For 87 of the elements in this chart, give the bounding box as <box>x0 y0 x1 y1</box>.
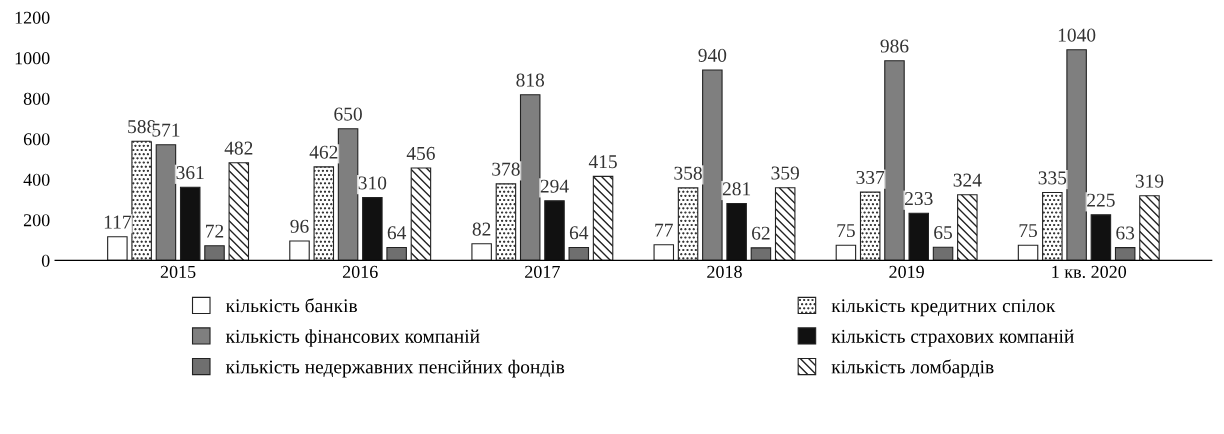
bar <box>179 186 201 261</box>
bar <box>131 140 152 261</box>
data-label: 117 <box>104 215 132 229</box>
x-tick-label: 2015 <box>160 265 196 278</box>
x-tick-label: 2017 <box>525 265 560 278</box>
bar <box>957 194 978 261</box>
bar <box>155 144 177 261</box>
data-label: 456 <box>406 146 435 160</box>
bar <box>726 202 747 261</box>
data-label: 96 <box>290 219 309 233</box>
data-label: 1040 <box>1058 28 1096 42</box>
data-label: 818 <box>516 73 545 87</box>
data-label: 294 <box>540 179 569 193</box>
x-tick-label: 2019 <box>889 265 924 278</box>
bar <box>337 128 359 261</box>
data-label: 64 <box>387 226 407 240</box>
y-tick-label: 0 <box>41 254 50 267</box>
y-tick-label: 800 <box>23 92 50 105</box>
bar <box>410 167 432 261</box>
data-label: 650 <box>334 107 362 121</box>
y-tick-label: 600 <box>23 133 50 146</box>
data-label: 281 <box>722 182 751 196</box>
bar <box>228 162 250 261</box>
data-label: 65 <box>934 226 953 240</box>
bar <box>495 183 517 261</box>
x-tick-label: 1 кв. 2020 <box>1052 265 1127 279</box>
data-label: 225 <box>1087 193 1115 207</box>
bar <box>702 69 723 261</box>
bar <box>677 187 699 261</box>
data-label: 233 <box>905 192 933 206</box>
bar <box>592 175 614 261</box>
bar <box>519 94 541 261</box>
bar <box>750 247 772 261</box>
bar <box>544 200 565 261</box>
data-label: 337 <box>856 170 885 185</box>
bar <box>1139 195 1160 261</box>
bar <box>204 245 225 261</box>
legend-label: кількість кредитних спілок <box>831 299 1056 317</box>
data-label: 359 <box>771 166 799 180</box>
bar <box>107 236 128 261</box>
data-label: 940 <box>698 48 727 62</box>
y-tick-label: 1000 <box>15 52 50 65</box>
data-label: 310 <box>358 176 387 190</box>
data-label: 75 <box>1019 224 1038 238</box>
data-label: 319 <box>1135 174 1164 188</box>
bar <box>1042 191 1063 261</box>
data-label: 462 <box>309 145 338 159</box>
data-label: 64 <box>569 226 589 240</box>
legend-label: кількість страхових компаній <box>831 329 1074 347</box>
y-tick-label: 400 <box>23 173 50 186</box>
data-label: 986 <box>880 39 909 53</box>
bar <box>362 197 383 261</box>
data-label: 358 <box>674 166 702 180</box>
legend-label: кількість ломбардів <box>831 359 994 378</box>
y-tick-label: 1200 <box>15 11 50 24</box>
bar <box>1090 214 1112 261</box>
legend-label: кількість банків <box>225 298 357 313</box>
bar <box>313 166 335 261</box>
data-label: 335 <box>1038 171 1067 185</box>
data-label: 62 <box>752 226 770 240</box>
data-label: 378 <box>492 162 520 176</box>
data-label: 72 <box>206 224 224 238</box>
bar <box>1114 247 1136 261</box>
data-label: 324 <box>953 173 982 187</box>
legend-label: кількість фінансових компаній <box>225 329 480 347</box>
bar <box>932 246 954 261</box>
data-label: 77 <box>655 223 673 237</box>
bar <box>884 60 905 261</box>
bar <box>835 244 857 261</box>
x-tick-label: 2018 <box>707 265 742 278</box>
bar <box>859 191 881 261</box>
data-label: 82 <box>472 222 491 236</box>
y-tick-label: 200 <box>23 214 50 227</box>
data-label: 75 <box>837 224 855 238</box>
bar <box>653 244 675 261</box>
data-label: 415 <box>588 155 617 169</box>
bar <box>908 212 930 261</box>
data-label: 63 <box>1116 226 1135 240</box>
bar <box>289 240 310 261</box>
bar <box>471 243 492 261</box>
legend-label: кількість недержавних пенсійних фондів <box>225 359 565 378</box>
bar <box>1017 244 1039 261</box>
bar <box>774 187 796 261</box>
bar <box>1066 49 1087 261</box>
data-label: 361 <box>176 166 204 180</box>
data-label: 482 <box>224 141 253 155</box>
x-tick-label: 2016 <box>342 265 378 278</box>
